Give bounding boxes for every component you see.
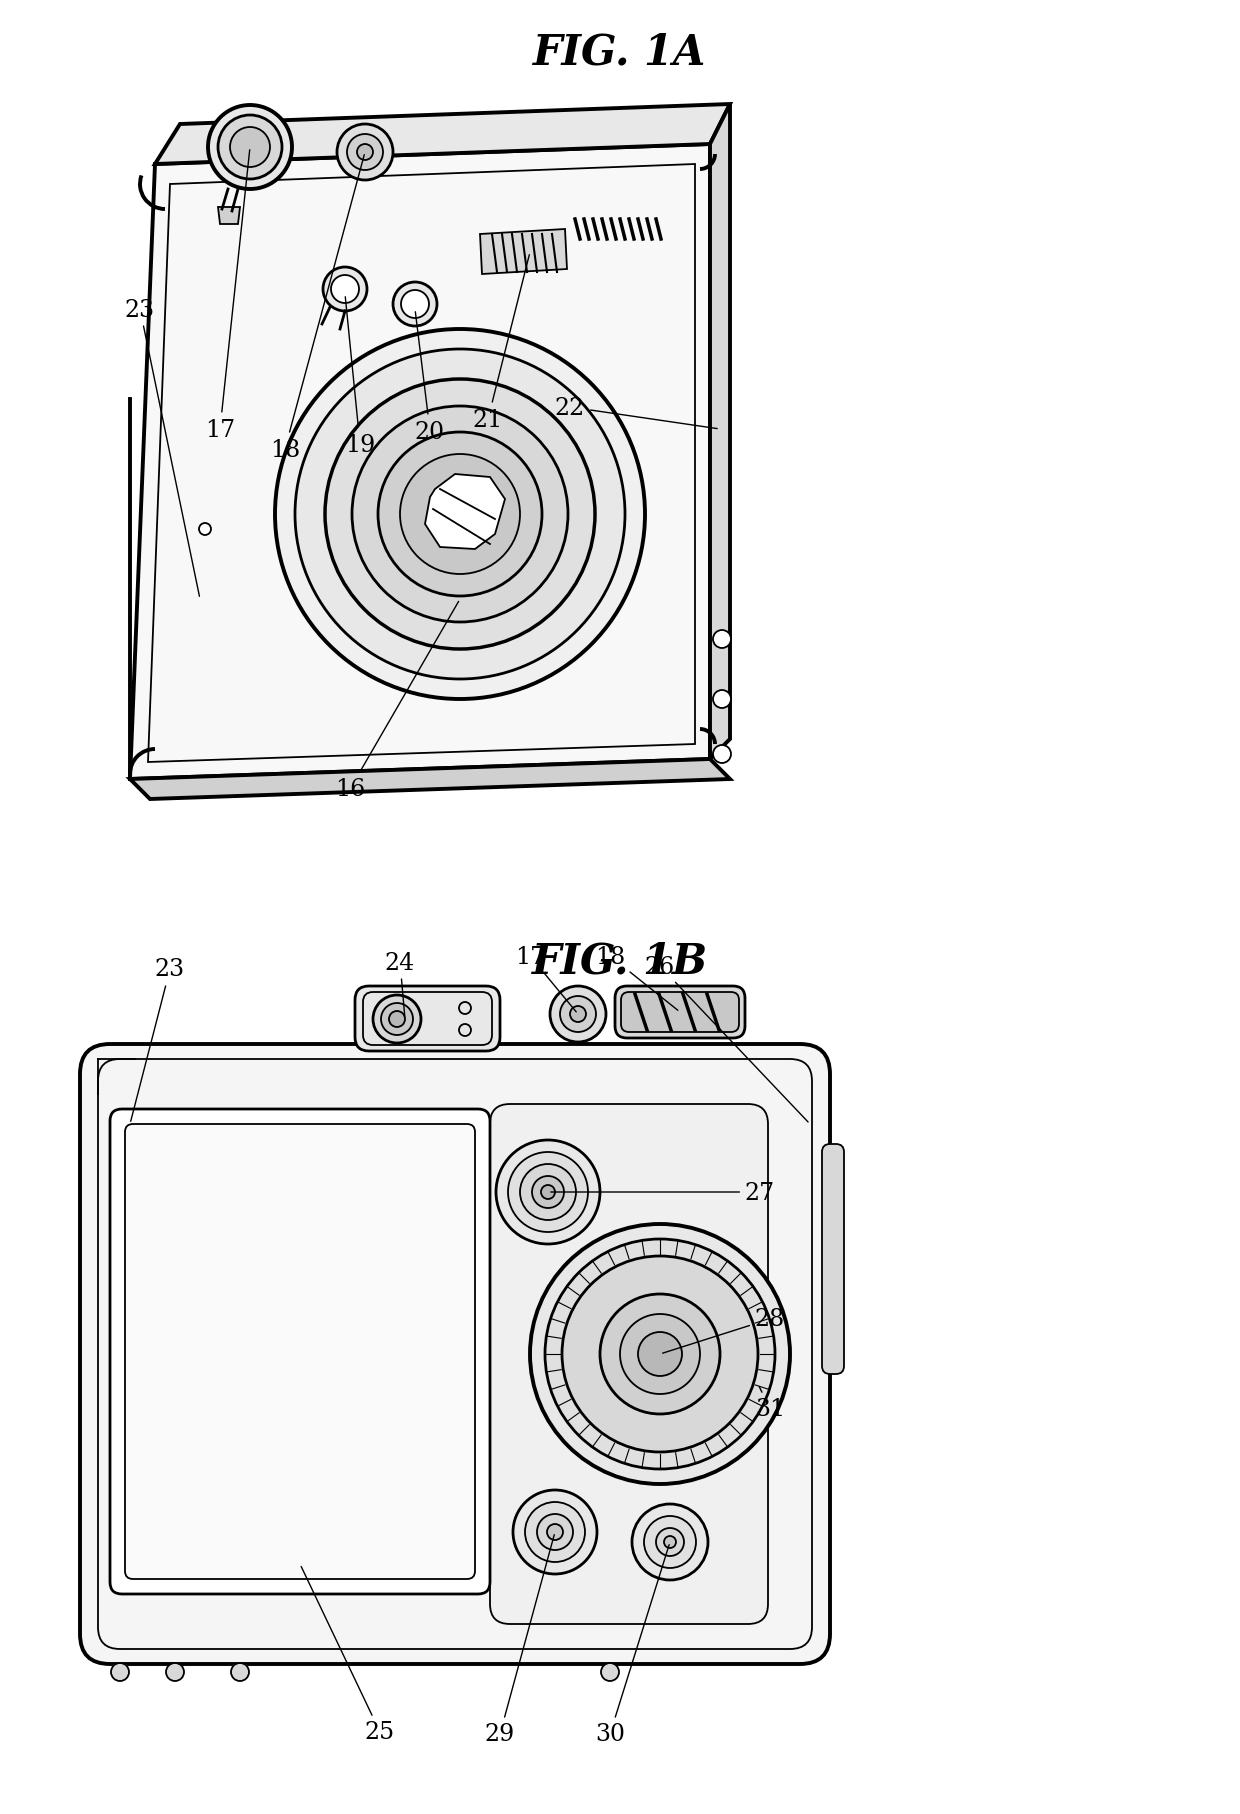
Circle shape [620, 1315, 701, 1395]
Ellipse shape [295, 350, 625, 680]
Circle shape [562, 1257, 758, 1453]
Ellipse shape [378, 434, 542, 597]
Polygon shape [155, 105, 730, 165]
Text: 29: 29 [485, 1535, 554, 1745]
Circle shape [525, 1502, 585, 1562]
Text: 28: 28 [662, 1308, 785, 1353]
Circle shape [520, 1165, 577, 1221]
FancyBboxPatch shape [621, 992, 739, 1032]
Circle shape [537, 1515, 573, 1551]
Circle shape [513, 1489, 596, 1575]
Circle shape [322, 268, 367, 312]
Circle shape [337, 125, 393, 181]
Circle shape [112, 1663, 129, 1682]
Circle shape [547, 1524, 563, 1540]
Ellipse shape [325, 379, 595, 649]
Circle shape [560, 996, 596, 1032]
Circle shape [532, 1175, 564, 1208]
Text: 21: 21 [472, 256, 529, 432]
Circle shape [347, 134, 383, 171]
Text: 18: 18 [270, 156, 365, 461]
Text: 16: 16 [335, 602, 459, 802]
Text: 23: 23 [130, 958, 185, 1121]
FancyBboxPatch shape [110, 1110, 490, 1595]
FancyBboxPatch shape [125, 1125, 475, 1580]
FancyBboxPatch shape [355, 987, 500, 1052]
Circle shape [357, 145, 373, 161]
Circle shape [389, 1012, 405, 1027]
Circle shape [656, 1527, 684, 1556]
Text: 19: 19 [345, 297, 376, 457]
Text: 26: 26 [645, 954, 808, 1123]
Circle shape [496, 1141, 600, 1244]
Text: FIG. 1B: FIG. 1B [532, 940, 708, 983]
Circle shape [373, 996, 422, 1043]
Circle shape [229, 129, 270, 169]
Polygon shape [130, 760, 730, 800]
Circle shape [208, 105, 291, 190]
FancyBboxPatch shape [81, 1045, 830, 1663]
Text: 18: 18 [595, 945, 678, 1010]
Text: 22: 22 [554, 395, 717, 430]
Text: 23: 23 [125, 297, 200, 597]
Text: 17: 17 [205, 151, 249, 441]
Text: 24: 24 [384, 951, 415, 1016]
Text: 27: 27 [551, 1181, 775, 1204]
Circle shape [508, 1152, 588, 1232]
Text: FIG. 1A: FIG. 1A [533, 31, 707, 73]
Circle shape [401, 290, 429, 319]
FancyBboxPatch shape [615, 987, 745, 1038]
Circle shape [218, 116, 281, 180]
Polygon shape [425, 475, 505, 550]
Text: 31: 31 [755, 1386, 785, 1420]
Polygon shape [130, 145, 711, 780]
Circle shape [198, 524, 211, 535]
Polygon shape [711, 105, 730, 760]
Polygon shape [480, 230, 567, 276]
Circle shape [551, 987, 606, 1043]
Circle shape [713, 746, 732, 764]
Text: 17: 17 [515, 945, 577, 1012]
Ellipse shape [352, 406, 568, 622]
Circle shape [166, 1663, 184, 1682]
Circle shape [639, 1331, 682, 1377]
Ellipse shape [401, 455, 520, 575]
Circle shape [600, 1293, 720, 1415]
Polygon shape [218, 209, 241, 225]
Circle shape [713, 691, 732, 709]
Circle shape [541, 1185, 556, 1199]
Circle shape [713, 631, 732, 649]
Circle shape [570, 1007, 587, 1023]
Circle shape [546, 1239, 775, 1469]
Text: 20: 20 [415, 312, 445, 443]
Text: 25: 25 [301, 1567, 396, 1743]
Circle shape [381, 1003, 413, 1036]
Circle shape [529, 1224, 790, 1484]
FancyBboxPatch shape [490, 1105, 768, 1624]
Circle shape [601, 1663, 619, 1682]
Circle shape [632, 1504, 708, 1580]
Circle shape [663, 1536, 676, 1547]
Circle shape [231, 1663, 249, 1682]
Circle shape [393, 283, 436, 327]
Circle shape [331, 276, 360, 303]
Ellipse shape [275, 330, 645, 700]
Text: 30: 30 [595, 1546, 670, 1745]
Circle shape [644, 1517, 696, 1567]
FancyBboxPatch shape [822, 1145, 844, 1375]
